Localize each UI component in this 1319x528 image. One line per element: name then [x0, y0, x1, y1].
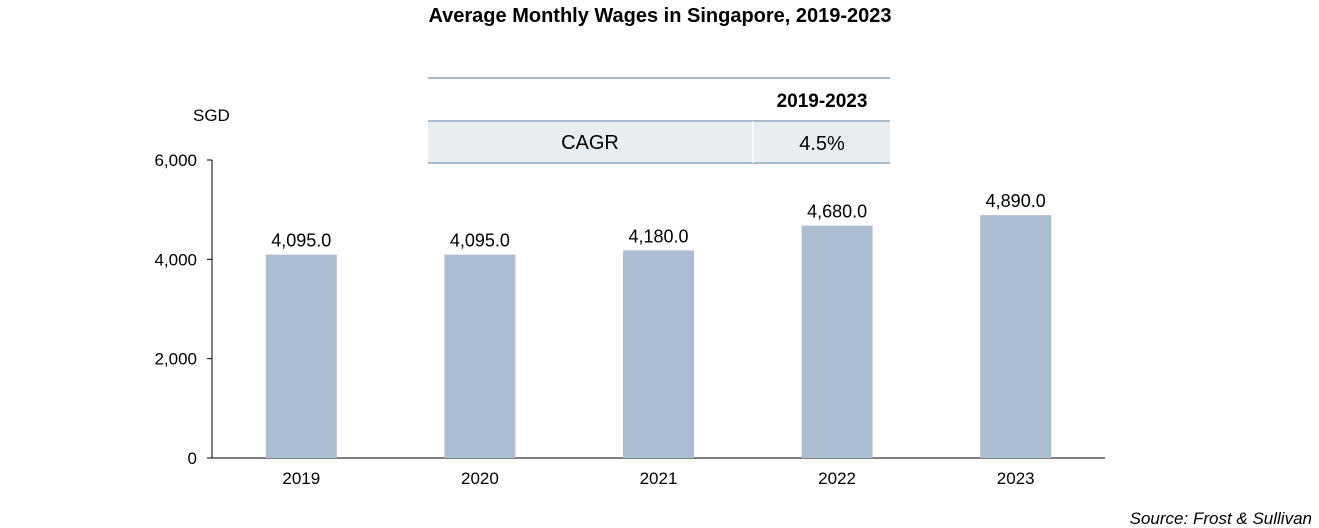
- cagr-period-header: 2019-2023: [777, 91, 868, 112]
- x-tick-label-2021: 2021: [640, 469, 678, 488]
- cagr-row-background: [428, 121, 890, 163]
- bar-value-label-2019: 4,095.0: [271, 231, 331, 251]
- source-note: Source: Frost & Sullivan: [1130, 509, 1312, 528]
- bar-value-label-2020: 4,095.0: [450, 231, 510, 251]
- y-tick-label: 4,000: [154, 250, 197, 269]
- chart-title: Average Monthly Wages in Singapore, 2019…: [428, 5, 891, 27]
- x-tick-label-2019: 2019: [282, 469, 320, 488]
- x-tick-label-2023: 2023: [997, 469, 1035, 488]
- bar-2023: [980, 215, 1052, 458]
- y-ticks: 0 2,000 4,000 6,000: [154, 151, 212, 468]
- bar-2020: [444, 254, 516, 458]
- y-tick-label: 2,000: [154, 350, 197, 369]
- y-tick-label: 6,000: [154, 151, 197, 170]
- x-tick-label-2020: 2020: [461, 469, 499, 488]
- x-tick-label-2022: 2022: [818, 469, 856, 488]
- bar-2019: [265, 254, 337, 458]
- bar-value-label-2022: 4,680.0: [807, 202, 867, 222]
- bar-value-label-2021: 4,180.0: [628, 226, 688, 246]
- bar-2022: [801, 225, 873, 458]
- bar-value-label-2023: 4,890.0: [986, 191, 1046, 211]
- bar-2021: [623, 250, 694, 458]
- cagr-value: 4.5%: [799, 133, 845, 155]
- cagr-table: 2019-2023 CAGR 4.5%: [428, 77, 890, 164]
- y-axis-label: SGD: [193, 106, 230, 125]
- cagr-label: CAGR: [561, 132, 619, 154]
- bars: 4,095.0 2019 4,095.0 2020 4,180.0 2021 4,680.0…: [265, 191, 1052, 488]
- y-tick-label: 0: [188, 449, 197, 468]
